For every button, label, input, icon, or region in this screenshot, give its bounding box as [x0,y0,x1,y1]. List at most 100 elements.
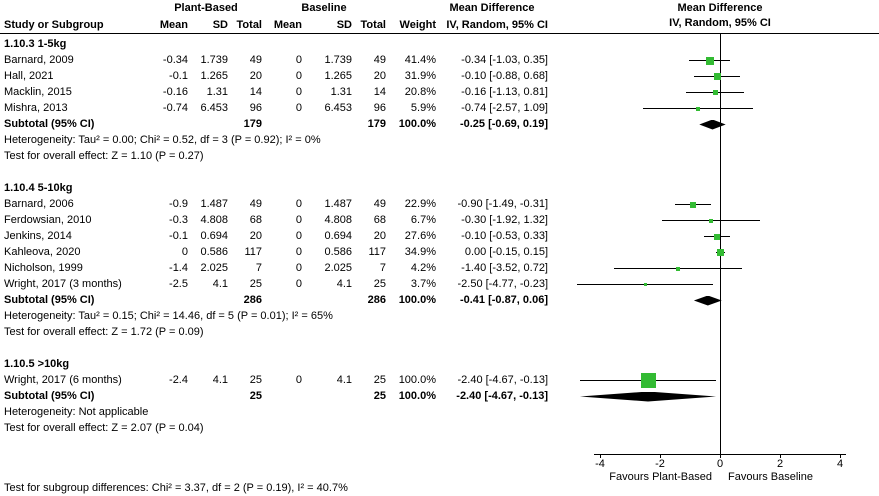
ci-text: -0.90 [-1.49, -0.31] [457,198,549,210]
ci-text: -0.10 [-0.53, 0.33] [461,230,548,242]
weight-value: 4.2% [410,262,436,274]
col-header-sd-experimental: SD [212,19,228,31]
ci-text: -2.40 [-4.67, -0.13] [457,374,549,386]
blank [302,116,352,132]
study-name: Nicholson, 1999 [4,262,83,274]
x-axis-tick-label: 2 [776,458,784,470]
study-name: Kahleova, 2020 [4,246,81,258]
subtotal-label: Subtotal (95% CI) [4,294,95,306]
ci-text: 0.00 [-0.15, 0.15] [464,246,548,258]
blank [150,116,188,132]
total-experimental: 49 [249,54,262,66]
blank [262,292,302,308]
weight-value: 20.8% [404,86,436,98]
x-axis-tick-label: -2 [655,458,665,470]
study-name: Hall, 2021 [4,70,54,82]
sd-experimental: 0.694 [200,230,228,242]
overall-effect-note: Test for overall effect: Z = 1.10 (P = 0… [0,148,879,164]
sd-experimental: 2.025 [200,262,228,274]
x-axis-tick [600,454,601,458]
subtotal-row: Subtotal (95% CI) 286 286 100.0% -0.41 [-0.8… [0,292,879,308]
overall-effect-note: Test for overall effect: Z = 1.72 (P = 0… [4,326,204,338]
col-header-study: Study or Subgroup [4,19,104,31]
total-control: 49 [373,198,386,210]
total-experimental: 68 [249,214,262,226]
study-table: 1.10.3 1-5kg Barnard, 2009 -0.34 1.739 49 0 1.… [0,36,879,436]
sd-control: 4.808 [324,214,352,226]
blank [262,388,302,404]
effect-header-plot-column: Mean Difference [677,2,763,14]
subtotal-total-experimental: 179 [243,118,262,130]
ci-text: -0.34 [-1.03, 0.35] [461,54,548,66]
sd-experimental: 1.265 [200,70,228,82]
subgroup-title: 1.10.4 5-10kg [4,182,73,194]
study-name: Barnard, 2006 [4,198,74,210]
x-axis-tick [780,454,781,458]
subtotal-total-experimental: 25 [249,390,262,402]
mean-experimental: -0.9 [169,198,188,210]
subtotal-ci-text: -0.25 [-0.69, 0.19] [459,118,548,130]
weight-value: 31.9% [404,70,436,82]
total-control: 49 [373,54,386,66]
subgroup-title-row: 1.10.5 >10kg [0,356,879,372]
heterogeneity-note: Heterogeneity: Tau² = 0.00; Chi² = 0.52,… [0,132,879,148]
col-header-total-control: Total [360,19,386,31]
mean-experimental: -0.16 [162,86,188,98]
mean-control: 0 [295,230,302,242]
mean-control: 0 [295,246,302,258]
weight-value: 22.9% [404,198,436,210]
ci-text: -0.16 [-1.13, 0.81] [461,86,548,98]
blank [188,116,228,132]
heterogeneity-note: Heterogeneity: Not applicable [4,406,149,418]
weight-value: 3.7% [410,278,436,290]
sd-control: 4.1 [336,374,352,386]
study-row: Wright, 2017 (6 months) -2.4 4.1 25 0 4.1 25 10… [0,372,879,388]
ci-text: -0.30 [-1.92, 1.32] [461,214,548,226]
mean-control: 0 [295,198,302,210]
weight-value: 6.7% [410,214,436,226]
mean-experimental: -0.34 [162,54,188,66]
sd-experimental: 6.453 [200,102,228,114]
study-name: Ferdowsian, 2010 [4,214,92,226]
subtotal-label: Subtotal (95% CI) [4,390,95,402]
mean-control: 0 [295,70,302,82]
study-row: Barnard, 2006 -0.9 1.487 49 0 1.487 49 22.9% -0.… [0,196,879,212]
mean-control: 0 [295,374,302,386]
total-control: 25 [373,278,386,290]
sd-experimental: 1.31 [206,86,228,98]
study-row: Jenkins, 2014 -0.1 0.694 20 0 0.694 20 27.6% -0.… [0,228,879,244]
sd-experimental: 1.739 [200,54,228,66]
spacer-row [0,164,879,180]
study-row: Wright, 2017 (3 months) -2.5 4.1 25 0 4.1 25 3.… [0,276,879,292]
col-header-sd-control: SD [336,19,352,31]
subgroup-title-row: 1.10.4 5-10kg [0,180,879,196]
study-name: Barnard, 2009 [4,54,74,66]
col-header-mean-experimental: Mean [159,19,188,31]
blank [188,388,228,404]
study-row: Barnard, 2009 -0.34 1.739 49 0 1.739 49 41.4% -0… [0,52,879,68]
study-name: Wright, 2017 (3 months) [4,278,122,290]
subtotal-weight: 100.0% [398,294,436,306]
column-header-row: Study or Subgroup Mean SD Total Mean SD … [0,17,879,33]
blank [188,292,228,308]
x-axis-tick-label: 4 [836,458,844,470]
study-row: Hall, 2021 -0.1 1.265 20 0 1.265 20 31.9% -0.10 … [0,68,879,84]
total-control: 14 [373,86,386,98]
mean-control: 0 [295,86,302,98]
col-header-ci: IV, Random, 95% CI [446,19,548,31]
total-experimental: 14 [249,86,262,98]
total-control: 117 [368,246,386,258]
total-control: 68 [373,214,386,226]
mean-experimental: -0.1 [169,230,188,242]
mean-experimental: -0.1 [169,70,188,82]
spacer-row [0,340,879,356]
total-control: 20 [373,70,386,82]
mean-experimental: -2.5 [169,278,188,290]
subgroup-title: 1.10.5 >10kg [4,358,70,370]
subtotal-label: Subtotal (95% CI) [4,118,95,130]
mean-experimental: 0 [181,246,188,258]
subtotal-total-control: 286 [367,294,386,306]
subtotal-ci-text: -2.40 [-4.67, -0.13] [456,390,548,402]
overall-effect-note: Test for overall effect: Z = 1.10 (P = 0… [4,150,204,162]
